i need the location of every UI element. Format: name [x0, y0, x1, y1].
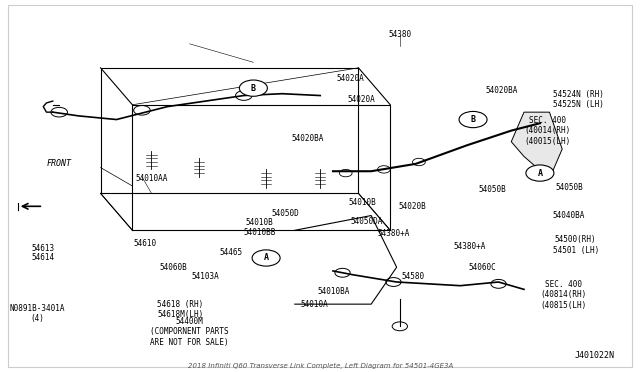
Text: 54465: 54465 [220, 248, 243, 257]
Text: A: A [264, 253, 269, 263]
Text: 54380: 54380 [388, 30, 412, 39]
Text: 54380+A: 54380+A [454, 243, 486, 251]
Text: 54010BB: 54010BB [244, 228, 276, 237]
Text: 54020B: 54020B [399, 202, 426, 211]
Text: 54613: 54613 [32, 244, 55, 253]
Circle shape [526, 165, 554, 181]
Text: 2018 Infiniti Q60 Transverse Link Complete, Left Diagram for 54501-4GE3A: 2018 Infiniti Q60 Transverse Link Comple… [188, 363, 453, 369]
Text: SEC. 400
(40814(RH)
(40815(LH): SEC. 400 (40814(RH) (40815(LH) [540, 280, 586, 310]
Text: 54050B: 54050B [556, 183, 584, 192]
Text: 54050D: 54050D [271, 209, 299, 218]
Text: 54010B: 54010B [246, 218, 274, 227]
Text: FRONT: FRONT [47, 159, 72, 169]
Circle shape [239, 80, 268, 96]
Text: SEC. 400
(40014(RH)
(40015(LH): SEC. 400 (40014(RH) (40015(LH) [524, 116, 570, 145]
Text: 54618 (RH)
54618M(LH): 54618 (RH) 54618M(LH) [157, 300, 204, 320]
Text: 54010A: 54010A [300, 300, 328, 309]
Text: 54580: 54580 [401, 272, 424, 281]
Polygon shape [511, 112, 562, 179]
Text: J401022N: J401022N [574, 351, 614, 360]
Text: B: B [251, 84, 256, 93]
Text: 54400M
(COMPORNENT PARTS
ARE NOT FOR SALE): 54400M (COMPORNENT PARTS ARE NOT FOR SAL… [150, 317, 229, 347]
Text: 54010BA: 54010BA [317, 287, 349, 296]
Text: 54020BA: 54020BA [291, 134, 324, 142]
Text: 54524N (RH)
54525N (LH): 54524N (RH) 54525N (LH) [553, 90, 604, 109]
Text: 54103A: 54103A [192, 272, 220, 281]
Text: N0891B-3401A
(4): N0891B-3401A (4) [9, 304, 65, 323]
Text: 54380+A: 54380+A [377, 230, 410, 238]
Text: 54500(RH)
54501 (LH): 54500(RH) 54501 (LH) [553, 235, 599, 255]
Text: 54020BA: 54020BA [486, 86, 518, 94]
Text: 54020A: 54020A [348, 95, 376, 104]
Text: 54010B: 54010B [349, 198, 376, 207]
Circle shape [459, 112, 487, 128]
Text: 54610: 54610 [134, 239, 157, 248]
Text: A: A [538, 169, 543, 177]
Text: 54040BA: 54040BA [553, 211, 585, 220]
Text: 54060C: 54060C [468, 263, 497, 272]
Text: 54614: 54614 [32, 253, 55, 263]
Text: B: B [470, 115, 476, 124]
Text: 54060B: 54060B [160, 263, 188, 272]
Circle shape [252, 250, 280, 266]
Text: 54020A: 54020A [336, 74, 364, 83]
Text: 54010AA: 54010AA [135, 174, 168, 183]
Text: 54050B: 54050B [478, 185, 506, 194]
Text: 54050DA: 54050DA [351, 217, 383, 225]
